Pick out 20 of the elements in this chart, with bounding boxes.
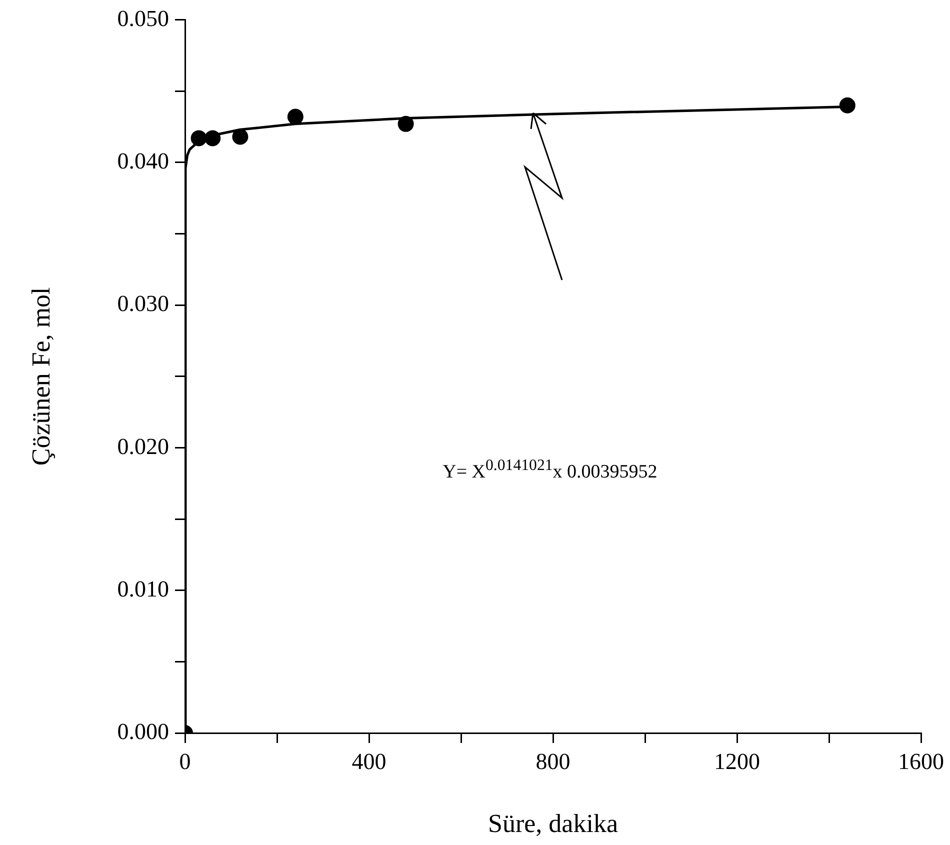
point: [398, 116, 414, 132]
point: [204, 130, 221, 146]
y-tick-label: 0.040: [117, 148, 169, 174]
point: [190, 130, 207, 146]
x-tick-label: 1200: [714, 748, 760, 774]
y-tick-label: 0.050: [117, 6, 169, 31]
y-tick-label: 0.000: [117, 719, 169, 744]
y-tick-label: 0.010: [117, 576, 169, 602]
x-axis-title: Süre, dakika: [488, 809, 618, 838]
annotation: Y= X$^{0.0141021}$x 0.00395952: [442, 457, 658, 483]
x-tick-label: 1600: [898, 748, 944, 774]
y-axis-title: Çözünen Fe, mol: [26, 287, 56, 466]
point: [287, 108, 304, 125]
y-tick-label: 0.030: [117, 291, 169, 316]
point: [839, 97, 856, 114]
x-tick-label: 800: [536, 748, 570, 774]
x-tick-label: 0: [179, 748, 191, 774]
y-tick-label: 0.020: [117, 434, 169, 459]
point: [232, 128, 248, 145]
x-tick-label: 400: [352, 748, 386, 774]
